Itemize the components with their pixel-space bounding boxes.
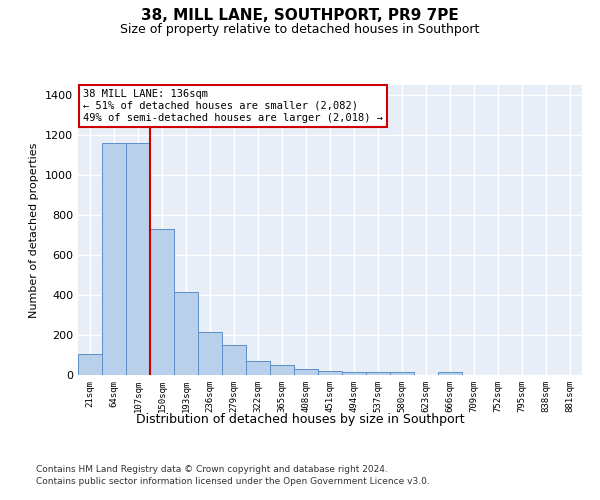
Text: Contains HM Land Registry data © Crown copyright and database right 2024.: Contains HM Land Registry data © Crown c…	[36, 465, 388, 474]
Bar	[78, 354, 102, 375]
Bar	[342, 372, 366, 375]
Text: 38 MILL LANE: 136sqm
← 51% of detached houses are smaller (2,082)
49% of semi-de: 38 MILL LANE: 136sqm ← 51% of detached h…	[83, 90, 383, 122]
Y-axis label: Number of detached properties: Number of detached properties	[29, 142, 40, 318]
Bar	[126, 143, 150, 375]
Bar	[294, 369, 318, 375]
Text: Contains public sector information licensed under the Open Government Licence v3: Contains public sector information licen…	[36, 478, 430, 486]
Text: Distribution of detached houses by size in Southport: Distribution of detached houses by size …	[136, 412, 464, 426]
Text: 38, MILL LANE, SOUTHPORT, PR9 7PE: 38, MILL LANE, SOUTHPORT, PR9 7PE	[141, 8, 459, 22]
Bar	[102, 143, 126, 375]
Bar	[222, 345, 246, 375]
Bar	[270, 366, 294, 375]
Bar	[150, 229, 174, 375]
Bar	[198, 332, 222, 375]
Bar	[174, 292, 198, 375]
Text: Size of property relative to detached houses in Southport: Size of property relative to detached ho…	[121, 22, 479, 36]
Bar	[390, 372, 414, 375]
Bar	[246, 361, 270, 375]
Bar	[366, 372, 390, 375]
Bar	[318, 372, 342, 375]
Bar	[438, 372, 462, 375]
